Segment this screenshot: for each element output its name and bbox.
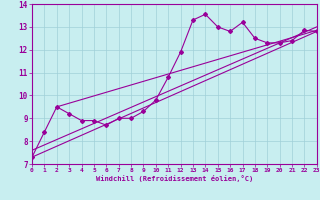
X-axis label: Windchill (Refroidissement éolien,°C): Windchill (Refroidissement éolien,°C)	[96, 175, 253, 182]
